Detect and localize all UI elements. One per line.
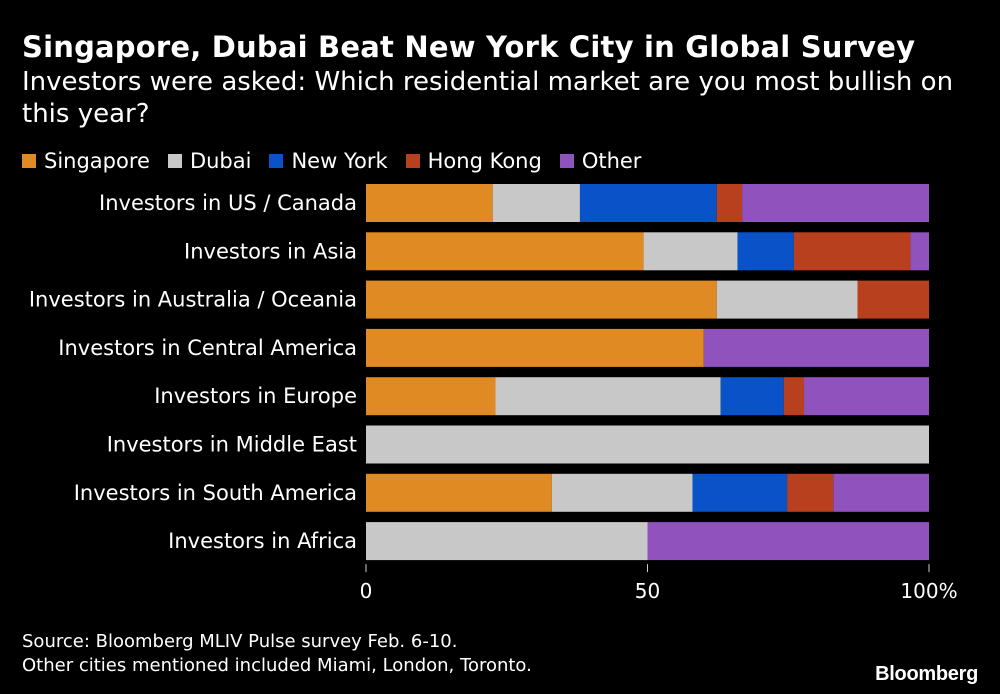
legend-swatch-hong-kong — [405, 154, 420, 168]
source-note: Source: Bloomberg MLIV Pulse survey Feb.… — [22, 631, 458, 652]
bar-investors-in-africa-other — [647, 522, 929, 561]
bar-investors-in-south-america-singapore — [366, 473, 552, 512]
legend-label-new-york: New York — [291, 149, 388, 173]
cities-note: Other cities mentioned included Miami, L… — [22, 655, 532, 676]
bar-investors-in-asia-hong-kong — [793, 232, 911, 271]
legend-item-singapore: Singapore — [22, 149, 150, 173]
bar-investors-in-asia-new-york — [737, 232, 794, 271]
x-tick-label-0: 0 — [360, 579, 373, 603]
legend-swatch-other — [559, 154, 574, 168]
bar-investors-in-asia-dubai — [643, 232, 738, 271]
chart-title: Singapore, Dubai Beat New York City in G… — [22, 30, 916, 64]
x-tick-label-2: 100% — [900, 579, 957, 603]
legend-label-singapore: Singapore — [44, 149, 150, 173]
legend-item-new-york: New York — [269, 149, 388, 173]
legend-swatch-new-york — [269, 154, 284, 168]
bar-investors-in-south-america-other — [833, 473, 929, 512]
legend-item-hong-kong: Hong Kong — [405, 149, 542, 173]
category-label-investors-in-central-america: Investors in Central America — [58, 336, 357, 360]
bar-investors-in-us-canada-dubai — [492, 184, 580, 222]
bar-investors-in-us-canada-singapore — [366, 184, 493, 222]
category-label-investors-in-asia: Investors in Asia — [184, 239, 357, 263]
legend-label-other: Other — [581, 149, 642, 173]
bar-investors-in-middle-east-dubai — [366, 425, 929, 464]
bar-investors-in-europe-dubai — [495, 377, 721, 416]
legend-item-dubai: Dubai — [167, 149, 252, 173]
x-tick-label-1: 50 — [635, 579, 660, 603]
bar-investors-in-central-america-singapore — [366, 328, 704, 367]
legend-label-dubai: Dubai — [189, 149, 252, 173]
category-label-investors-in-middle-east: Investors in Middle East — [107, 433, 357, 457]
legend-item-other: Other — [559, 149, 642, 173]
bar-investors-in-europe-new-york — [720, 377, 784, 416]
bar-investors-in-asia-singapore — [366, 232, 644, 271]
bar-investors-in-central-america-other — [703, 328, 929, 367]
bar-investors-in-us-canada-hong-kong — [716, 184, 743, 222]
footer: Source: Bloomberg MLIV Pulse survey Feb.… — [22, 630, 532, 678]
legend-swatch-dubai — [167, 154, 182, 168]
bar-investors-in-europe-singapore — [366, 377, 496, 416]
bar-investors-in-asia-other — [910, 232, 929, 271]
legend: Singapore Dubai New York Hong Kong Other — [22, 149, 659, 173]
bar-investors-in-australia-oceania-singapore — [366, 280, 717, 319]
bar-investors-in-australia-oceania-dubai — [716, 280, 858, 319]
bar-investors-in-europe-other — [804, 377, 929, 416]
category-label-investors-in-us-canada: Investors in US / Canada — [99, 191, 357, 215]
chart-subtitle: Investors were asked: Which residential … — [22, 67, 954, 129]
bar-investors-in-us-canada-new-york — [579, 184, 717, 222]
category-label-investors-in-australia-oceania: Investors in Australia / Oceania — [29, 288, 357, 312]
bar-investors-in-europe-hong-kong — [783, 377, 805, 416]
bar-investors-in-australia-oceania-hong-kong — [857, 280, 929, 319]
category-label-investors-in-south-america: Investors in South America — [74, 481, 357, 505]
legend-swatch-singapore — [22, 154, 36, 168]
bloomberg-logo: Bloomberg — [875, 663, 978, 685]
bar-investors-in-south-america-dubai — [551, 473, 693, 512]
category-label-investors-in-africa: Investors in Africa — [168, 529, 357, 553]
category-label-investors-in-europe: Investors in Europe — [154, 384, 357, 408]
bar-investors-in-south-america-hong-kong — [787, 473, 834, 512]
bar-investors-in-south-america-new-york — [692, 473, 788, 512]
bar-investors-in-us-canada-other — [742, 184, 929, 222]
bar-investors-in-africa-dubai — [366, 522, 648, 561]
legend-label-hong-kong: Hong Kong — [427, 149, 542, 173]
